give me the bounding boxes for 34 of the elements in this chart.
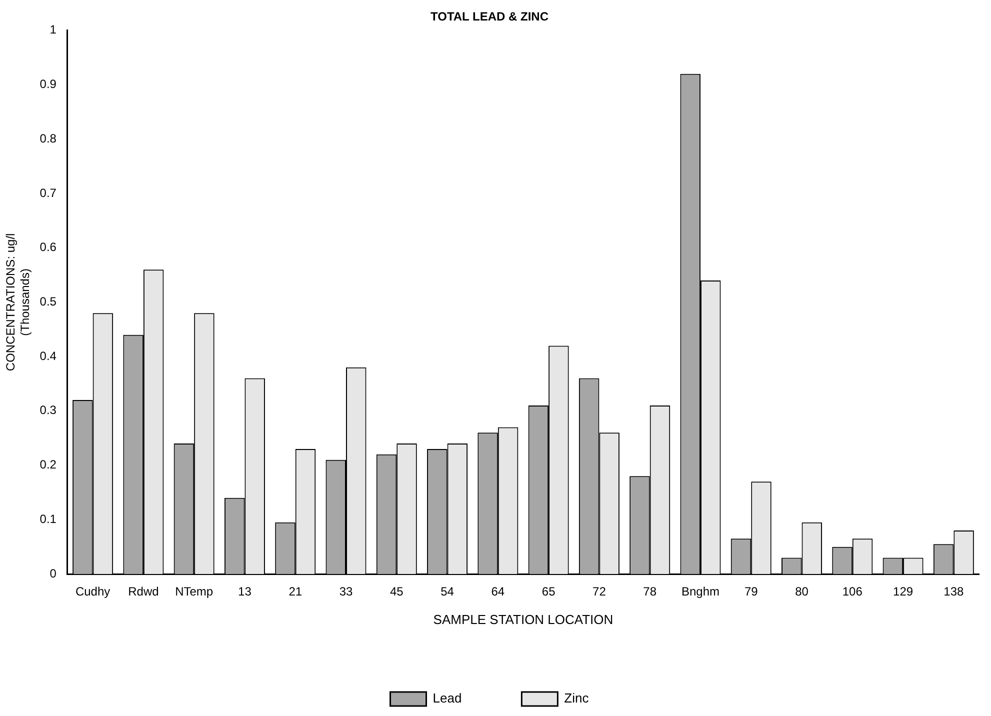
x-tick-label: Rdwd bbox=[128, 584, 159, 599]
y-tick-label: 0.2 bbox=[40, 458, 57, 472]
chart-title: TOTAL LEAD & ZINC bbox=[430, 10, 549, 24]
y-tick-label: 0.1 bbox=[40, 512, 57, 526]
y-axis-title: CONCENTRATIONS: ug/l (Thousands) bbox=[4, 233, 32, 372]
x-tick-label: 78 bbox=[643, 584, 657, 599]
x-tick-label: NTemp bbox=[175, 584, 214, 599]
x-tick-label: 129 bbox=[893, 584, 914, 599]
y-tick-label: 0.3 bbox=[40, 403, 57, 418]
x-tick-label: 54 bbox=[440, 584, 454, 599]
y-tick-label: 0.8 bbox=[40, 131, 57, 146]
x-tick-label: Cudhy bbox=[75, 584, 110, 599]
y-tick-label: 0.5 bbox=[40, 294, 57, 309]
x-tick-label: 65 bbox=[542, 584, 556, 599]
x-tick-label: 80 bbox=[795, 584, 809, 599]
y-tick-label: 1 bbox=[50, 22, 57, 37]
x-tick-label: 45 bbox=[390, 584, 404, 599]
y-tick-label: 0 bbox=[50, 566, 57, 580]
x-tick-label: 13 bbox=[238, 584, 252, 599]
x-tick-label: 106 bbox=[842, 584, 863, 599]
x-tick-label: 138 bbox=[944, 584, 964, 599]
y-tick-label: 0.6 bbox=[40, 240, 57, 254]
y-tick-label: 0.4 bbox=[40, 348, 57, 363]
legend-label: Zinc bbox=[564, 690, 590, 706]
x-axis-title: SAMPLE STATION LOCATION bbox=[433, 612, 614, 627]
y-tick-label: 0.7 bbox=[40, 186, 57, 200]
x-tick-label: 21 bbox=[288, 584, 302, 599]
x-tick-label: 33 bbox=[339, 584, 353, 599]
y-tick-label: 0.9 bbox=[40, 77, 57, 92]
legend-label: Lead bbox=[432, 690, 462, 706]
x-tick-label: 64 bbox=[491, 584, 505, 599]
x-tick-label: 72 bbox=[592, 584, 606, 599]
x-tick-label: 79 bbox=[744, 584, 758, 599]
x-tick-label: Bnghm bbox=[681, 584, 720, 599]
